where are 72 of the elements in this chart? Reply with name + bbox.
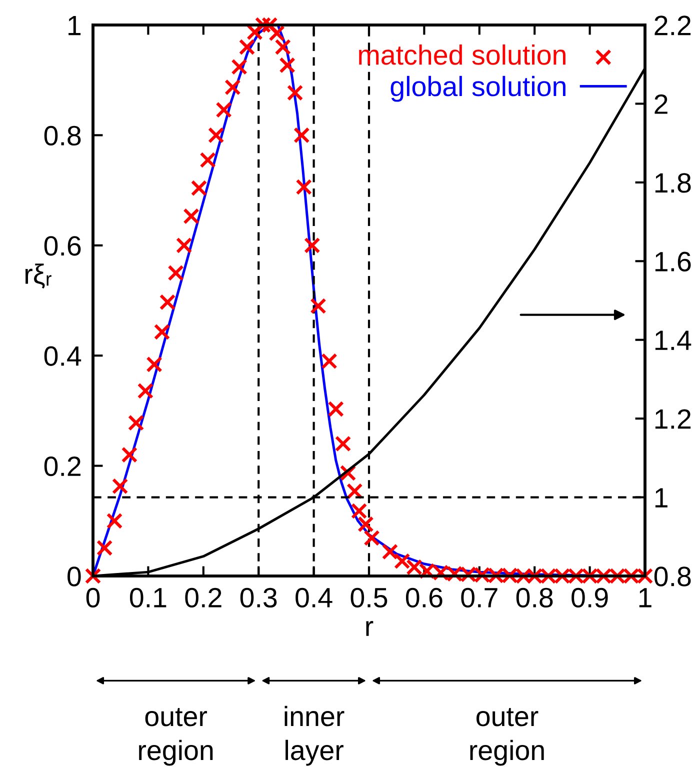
x-tick-label: 0.2 xyxy=(185,588,222,608)
x-tick-label: 1 xyxy=(639,588,652,608)
y2-tick-label: 2 xyxy=(654,94,668,114)
point xyxy=(358,516,374,532)
point xyxy=(262,16,278,34)
y2-tick-label: 1.8 xyxy=(655,173,691,193)
legend-label: global solution xyxy=(390,76,566,102)
point xyxy=(350,502,368,520)
x-tick-label: 0.7 xyxy=(461,588,498,608)
y-tick-label: 0 xyxy=(68,566,81,586)
legend-label: matched solution xyxy=(359,44,566,65)
x-tick-label: 0.9 xyxy=(572,588,608,608)
text: outer region xyxy=(139,708,213,766)
x-tick-label: 0.3 xyxy=(240,588,277,608)
point xyxy=(286,84,304,101)
point xyxy=(294,127,310,144)
point xyxy=(96,540,113,556)
x-axis-title: r xyxy=(366,620,374,636)
x-tick-label: 0.5 xyxy=(350,588,388,608)
point xyxy=(146,356,162,373)
point xyxy=(321,352,338,370)
x-tick-label: 0.4 xyxy=(296,588,332,608)
point xyxy=(346,483,363,500)
point xyxy=(394,553,410,570)
y-tick-label: 0.4 xyxy=(44,346,82,366)
point xyxy=(304,237,320,254)
y2-tick-label: 1.4 xyxy=(655,330,692,350)
x-tick-label: 0 xyxy=(86,588,100,608)
point xyxy=(190,180,208,196)
point xyxy=(296,178,312,196)
y-tick-label: 0.6 xyxy=(44,236,81,256)
point xyxy=(121,446,138,463)
y2-tick-label: 0.8 xyxy=(654,566,691,586)
point xyxy=(246,24,263,40)
point xyxy=(364,530,380,546)
point xyxy=(310,298,326,314)
point xyxy=(254,16,272,34)
point xyxy=(106,512,123,530)
point xyxy=(137,382,154,399)
y2-tick-label: 1.2 xyxy=(655,409,691,429)
point xyxy=(268,25,285,42)
point xyxy=(382,544,398,560)
x-tick-label: 0.8 xyxy=(516,588,553,608)
point xyxy=(159,294,176,310)
point xyxy=(238,38,256,56)
y2-tick-label: 1 xyxy=(655,488,668,508)
point xyxy=(168,264,184,282)
y2-tick-label: 2.2 xyxy=(654,16,691,36)
point xyxy=(328,400,344,418)
point xyxy=(154,324,170,340)
point xyxy=(84,568,102,584)
point xyxy=(128,414,144,431)
point xyxy=(208,127,224,144)
point xyxy=(200,152,216,168)
point xyxy=(274,38,292,56)
text: outer region xyxy=(470,708,544,766)
point xyxy=(176,237,192,254)
y-tick-label: 0.2 xyxy=(44,456,80,476)
y-tick-label: 1 xyxy=(68,16,81,36)
point xyxy=(279,57,296,74)
x-tick-label: 0.6 xyxy=(406,588,442,608)
y-tick-label: 0.8 xyxy=(44,126,81,146)
text: inner layer xyxy=(284,706,344,766)
y2-tick-label: 1.6 xyxy=(655,252,691,272)
point xyxy=(112,478,128,494)
point xyxy=(224,79,241,96)
x-tick-label: 0.1 xyxy=(130,588,166,608)
point xyxy=(216,102,232,118)
y-axis-title: rξᵣ xyxy=(25,264,52,289)
point xyxy=(334,436,352,452)
point xyxy=(183,208,200,224)
point xyxy=(231,58,248,75)
